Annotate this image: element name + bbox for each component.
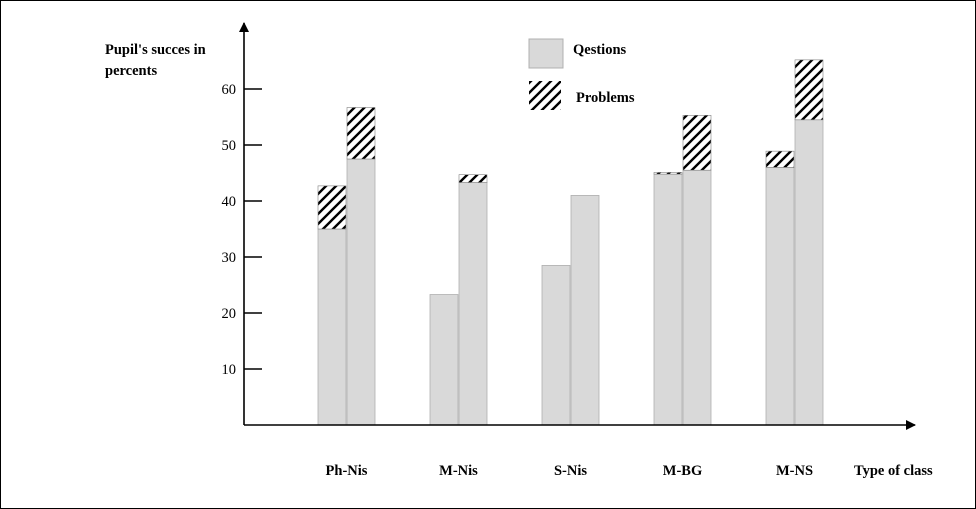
y-tick-label: 60	[222, 82, 237, 98]
bar-problems	[682, 115, 712, 171]
bar-questions	[541, 264, 571, 426]
x-axis-label: Type of class	[854, 463, 933, 479]
bar-problems	[765, 150, 795, 168]
legend-swatch-questions	[528, 38, 564, 69]
legend-swatch-problems	[529, 81, 561, 110]
bar-questions	[317, 228, 347, 426]
legend-label-questions: Qestions	[573, 42, 627, 58]
bar-problems	[346, 107, 376, 160]
bar-questions	[429, 294, 459, 426]
y-tick-label: 40	[222, 194, 237, 210]
x-category-label: M-NS	[776, 463, 813, 479]
bar-questions	[653, 173, 683, 426]
x-category-labels: Ph-Nis M-Nis S-Nis M-BG M-NS	[326, 463, 813, 479]
bar-questions	[765, 166, 795, 426]
bar-problems	[653, 172, 683, 175]
bar-questions	[570, 194, 600, 426]
bar-questions	[794, 119, 824, 426]
x-category-label: M-BG	[663, 463, 702, 479]
bar-questions	[346, 158, 376, 426]
x-category-label: M-Nis	[439, 463, 478, 479]
y-tick-label: 50	[222, 138, 237, 154]
y-axis-label-line-1: Pupil's succes in	[105, 42, 206, 58]
bar-questions	[458, 182, 488, 426]
y-tick-label: 10	[222, 362, 237, 378]
x-category-label: S-Nis	[554, 463, 587, 479]
bar-problems	[794, 59, 824, 121]
y-axis-label-line-2: percents	[105, 63, 157, 79]
y-tick-label: 30	[222, 250, 237, 266]
bar-questions	[682, 169, 712, 426]
y-tick-label: 20	[222, 306, 237, 322]
y-ticks-group: 10 20 30 40 50 60	[222, 82, 262, 378]
bar-problems	[458, 174, 488, 183]
x-category-label: Ph-Nis	[326, 463, 368, 479]
bar-problems	[317, 185, 347, 230]
legend: Qestions Problems	[528, 38, 635, 110]
bars-group	[317, 59, 824, 426]
legend-label-problems: Problems	[576, 90, 635, 106]
